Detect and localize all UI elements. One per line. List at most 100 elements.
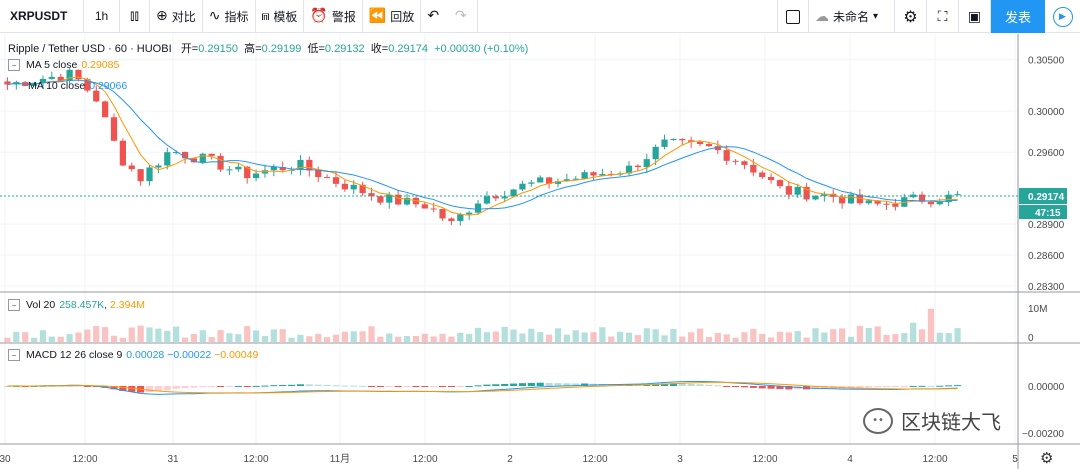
candle-body <box>323 177 331 179</box>
macd-histogram-bar <box>199 386 207 387</box>
compare-button[interactable]: ⊕ 对比 <box>150 0 203 33</box>
candle-body <box>235 166 242 170</box>
macd-histogram-bar <box>669 383 677 386</box>
macd-histogram-bar <box>714 385 722 387</box>
volume-bar <box>217 330 224 342</box>
volume-bar <box>767 337 775 342</box>
macd-histogram-bar <box>296 384 305 386</box>
undo-button[interactable]: ↶ <box>421 0 449 33</box>
candles-icon: ⫾⫾ <box>130 8 139 24</box>
candle-body <box>519 183 526 190</box>
volume-bar <box>13 331 20 342</box>
collapse-icon[interactable]: − <box>8 349 20 361</box>
replay-button[interactable]: ⏪ 回放 <box>363 0 422 33</box>
open-value: 0.29150 <box>198 43 239 55</box>
vol-value-2: 2.394M <box>110 299 146 311</box>
candle-body <box>759 172 766 178</box>
volume-bar <box>714 332 721 342</box>
volume-bar <box>537 332 544 342</box>
expand-button[interactable]: ⛶ <box>927 0 959 33</box>
candle-body <box>350 184 357 190</box>
chart-type-button[interactable]: ⫾⫾ <box>120 0 150 33</box>
volume-bar <box>430 336 437 342</box>
templates-label: 模板 <box>273 9 298 24</box>
symbol-search[interactable]: XRPUSDT <box>0 0 84 33</box>
macd-histogram-bar <box>758 386 766 389</box>
gear-icon[interactable]: ⚙ <box>1040 449 1053 467</box>
settings-button[interactable]: ⚙ <box>895 0 927 33</box>
fullscreen-toggle[interactable] <box>777 0 809 33</box>
volume-legend[interactable]: − Vol 20 258.457K, 2.394M <box>8 299 145 311</box>
volume-bar <box>652 329 659 342</box>
time-tick-label: 4 <box>847 454 853 465</box>
snapshot-button[interactable]: ▣ <box>959 0 991 33</box>
candle-body <box>839 196 846 204</box>
macd-histogram-bar <box>563 383 571 386</box>
candle-body <box>315 170 322 178</box>
volume-bar <box>395 336 402 342</box>
publish-button[interactable]: 发表 <box>991 0 1045 33</box>
candle-body <box>474 203 482 213</box>
candle-body <box>48 76 55 79</box>
macd-histogram-bar <box>785 386 793 390</box>
macd-tick-label: −0.00200 <box>1022 429 1064 440</box>
candle-body <box>119 140 126 166</box>
macd-tick-label: 0.00000 <box>1028 382 1065 393</box>
price-axis-layer: 0.30500 0.30000 0.29600 0.28900 0.28600 0.283… <box>0 56 1067 467</box>
candle-body <box>155 165 162 168</box>
macd-histogram-bar <box>705 384 713 386</box>
replay-icon: ⏪ <box>368 8 387 24</box>
volume-bar <box>39 330 47 342</box>
macd-histogram-bar <box>172 386 180 389</box>
candle-body <box>883 203 890 205</box>
collapse-icon[interactable]: − <box>8 59 20 71</box>
ma5-legend[interactable]: − MA 5 close 0.29085 <box>8 59 119 71</box>
time-tick-label: 12:00 <box>922 454 947 465</box>
volume-bar <box>403 336 411 342</box>
candle-body <box>803 186 810 200</box>
volume-bar <box>528 328 535 342</box>
change-value: +0.00030 (+0.10%) <box>434 43 529 55</box>
volume-bar <box>519 333 526 342</box>
layout-menu[interactable]: ☁ 未命名 ▾ <box>809 0 895 33</box>
candle-body <box>181 151 189 159</box>
price-tick-label: 0.30000 <box>1028 107 1065 118</box>
alert-button[interactable]: ⏰ 警报 <box>304 0 363 33</box>
volume-bar <box>368 326 375 342</box>
redo-button[interactable]: ↷ <box>449 0 478 33</box>
indicators-button[interactable]: ∿ 指标 <box>203 0 256 33</box>
interval-selector[interactable]: 1h <box>84 0 120 33</box>
indicator-icon: ∿ <box>208 8 221 24</box>
candle-body <box>661 139 668 147</box>
volume-bar <box>599 327 606 342</box>
macd-histogram-bar <box>865 386 873 388</box>
volume-bar <box>252 330 260 342</box>
alert-label: 警报 <box>331 9 356 24</box>
macd-histogram-bar <box>678 383 686 386</box>
expand-icon: ⛶ <box>937 8 948 25</box>
candle-body <box>776 180 784 187</box>
macd-histogram-bar <box>341 385 349 387</box>
macd-legend[interactable]: − MACD 12 26 close 9 0.00028 −0.00022 −0… <box>8 349 258 361</box>
volume-bar <box>421 333 428 342</box>
volume-bar <box>510 329 517 342</box>
volume-bar <box>794 331 801 342</box>
volume-bar <box>750 328 757 342</box>
candle-body <box>430 208 437 210</box>
collapse-icon[interactable]: − <box>8 299 20 311</box>
candle-body <box>563 179 570 182</box>
play-button[interactable]: ▶ <box>1045 0 1080 33</box>
volume-bar <box>741 332 748 342</box>
macd-histogram-bar <box>190 386 198 388</box>
volume-bar <box>332 334 340 342</box>
macd-histogram-bar <box>359 385 367 387</box>
candle-body <box>847 194 855 204</box>
ma10-legend[interactable]: MA 10 close 0.29066 <box>28 80 127 92</box>
candle-body <box>785 186 792 195</box>
candle-body <box>528 182 535 184</box>
templates-button[interactable]: ⩎ 模板 <box>256 0 305 33</box>
macd-histogram-bar <box>376 386 384 387</box>
candle-body <box>892 203 899 207</box>
macd-histogram-bar <box>21 386 29 387</box>
